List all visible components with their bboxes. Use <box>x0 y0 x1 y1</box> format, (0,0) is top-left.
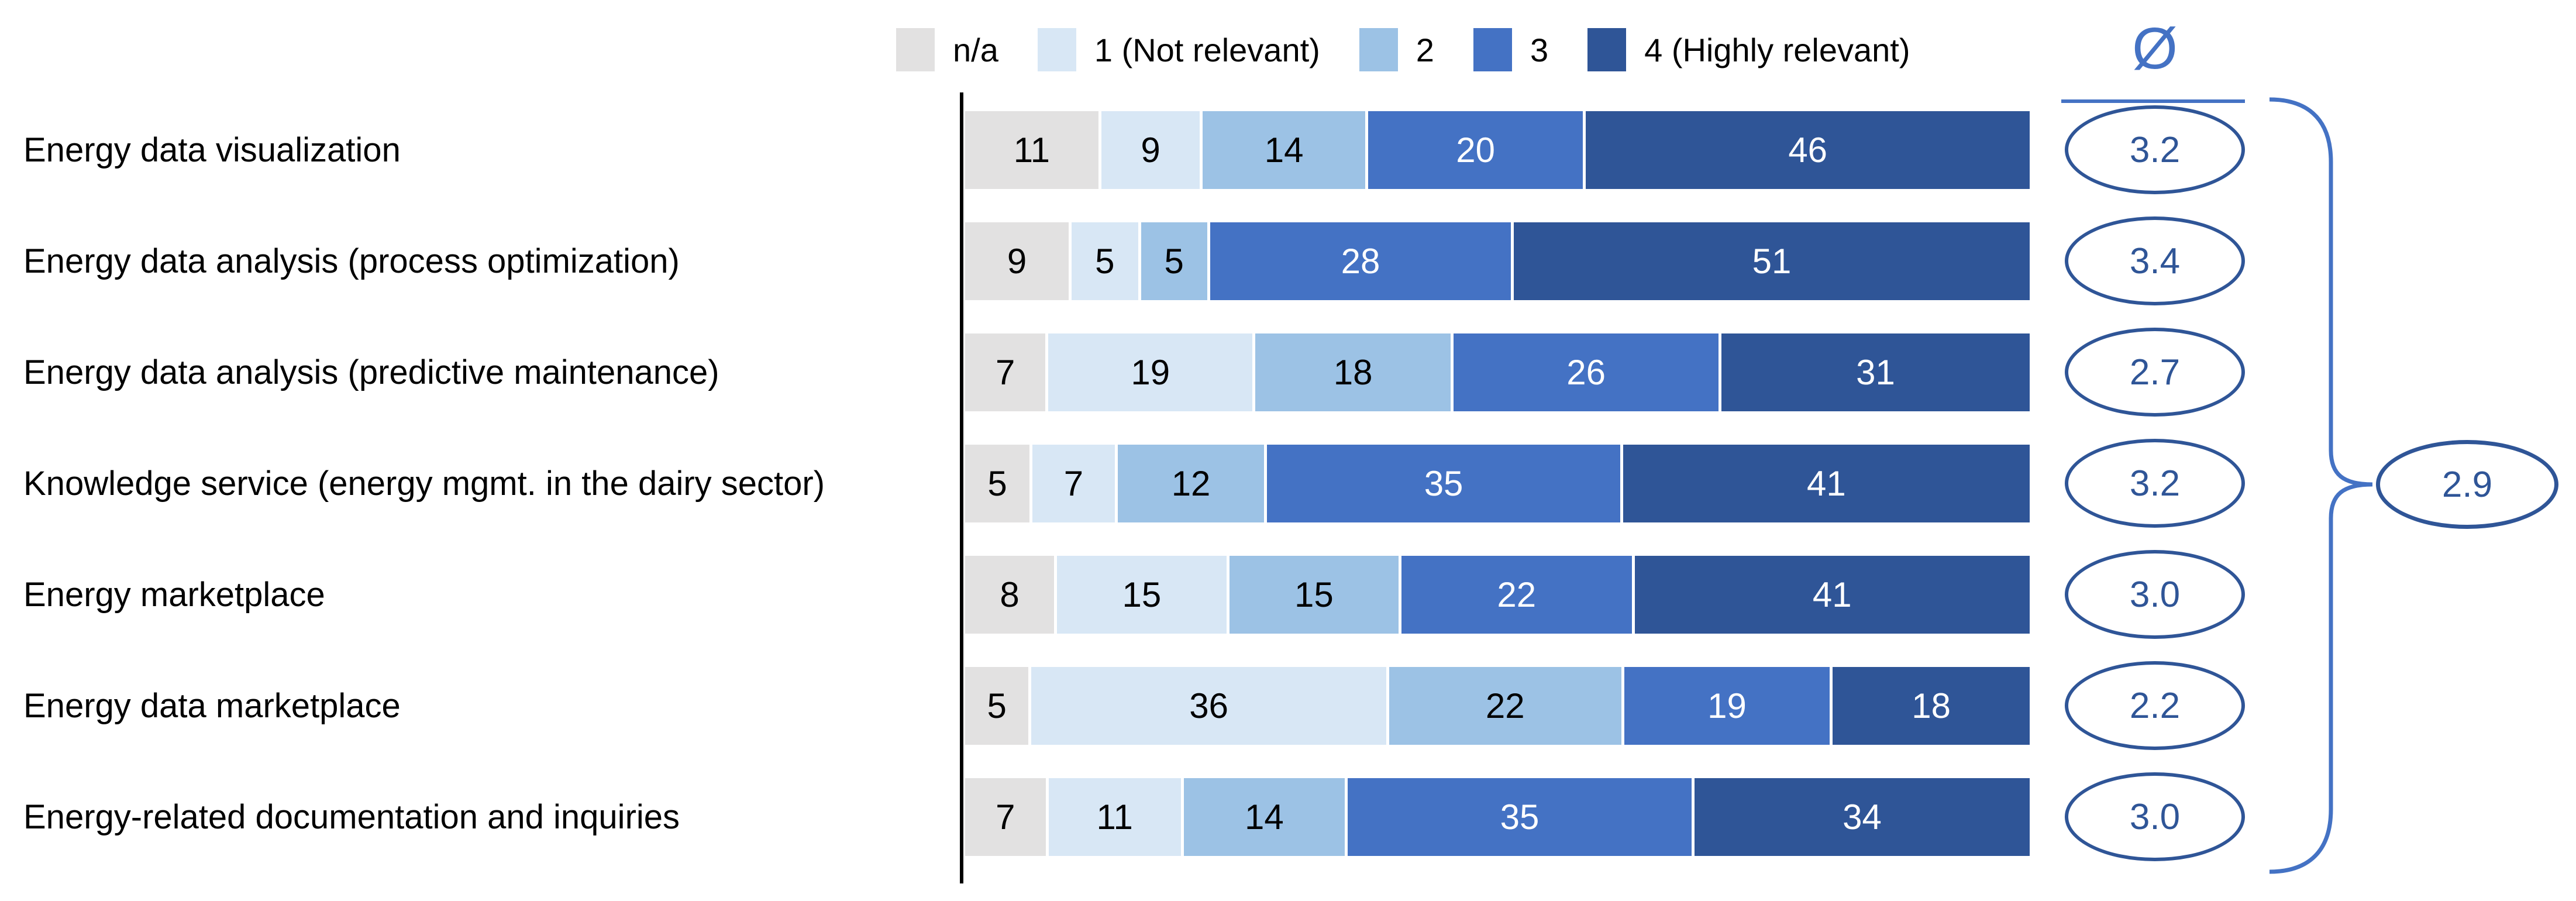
bar-segment: 41 <box>1634 556 2030 634</box>
legend: n/a 1 (Not relevant) 2 3 4 (Highly relevant) <box>896 27 1910 73</box>
bar-row: 7 11 14 35 34 <box>965 778 2030 856</box>
legend-item: 3 <box>1473 28 1548 71</box>
bar-segment: 15 <box>1229 556 1399 634</box>
bar-segment: 5 <box>965 667 1029 745</box>
legend-item-label: 1 (Not relevant) <box>1094 31 1320 68</box>
row-label: Energy data marketplace <box>23 687 401 725</box>
bar-segment: 18 <box>1255 333 1451 411</box>
row-label: Energy data visualization <box>23 131 401 169</box>
legend-item-label: 4 (Highly relevant) <box>1644 31 1910 68</box>
bar-segment: 5 <box>1141 222 1207 300</box>
bar-segment: 7 <box>1032 445 1115 522</box>
category-axis-line <box>960 92 963 883</box>
bar-segment: 9 <box>1101 111 1200 189</box>
bar-segment: 35 <box>1347 778 1692 856</box>
bar-segment: 19 <box>1624 667 1830 745</box>
legend-item: 4 (Highly relevant) <box>1587 28 1910 71</box>
brace-bracket <box>2269 97 2373 874</box>
bar-segment: 20 <box>1368 111 1583 189</box>
bar-row: 8 15 15 22 41 <box>965 556 2030 634</box>
row-average-oval: 3.0 <box>2065 550 2245 639</box>
bar-segment: 22 <box>1401 556 1632 634</box>
bar-segment: 26 <box>1454 333 1719 411</box>
legend-item: 1 (Not relevant) <box>1037 28 1320 71</box>
bar-segment: 41 <box>1623 445 2030 522</box>
bar-segment: 14 <box>1183 778 1345 856</box>
average-symbol: Ø <box>2132 16 2178 81</box>
bar-segment: 18 <box>1833 667 2030 745</box>
bar-segment: 34 <box>1694 778 2030 856</box>
row-average-oval: 2.2 <box>2065 661 2245 750</box>
legend-item-label: n/a <box>953 31 998 68</box>
bar-segment: 31 <box>1721 333 2030 411</box>
legend-swatch <box>1587 28 1627 71</box>
bar-segment: 11 <box>965 111 1098 189</box>
bar-row: 7 19 18 26 31 <box>965 333 2030 411</box>
legend-swatch <box>1037 28 1076 71</box>
bar-segment: 11 <box>1048 778 1181 856</box>
row-label: Energy marketplace <box>23 576 325 614</box>
row-average-oval: 3.0 <box>2065 772 2245 861</box>
row-average-oval: 3.2 <box>2065 439 2245 528</box>
legend-item: n/a <box>896 28 998 71</box>
legend-swatch <box>1473 28 1512 71</box>
legend-swatch <box>1359 28 1398 71</box>
row-average-oval: 2.7 <box>2065 328 2245 417</box>
bar-segment: 35 <box>1267 445 1620 522</box>
bar-segment: 19 <box>1048 333 1253 411</box>
bar-segment: 8 <box>965 556 1055 634</box>
bar-segment: 22 <box>1389 667 1621 745</box>
bar-segment: 9 <box>965 222 1069 300</box>
legend-item: 2 <box>1359 28 1434 71</box>
legend-item-label: 2 <box>1416 31 1434 68</box>
row-average-oval: 3.2 <box>2065 105 2245 194</box>
bar-segment: 28 <box>1210 222 1511 300</box>
legend-item-label: 3 <box>1530 31 1549 68</box>
row-label: Energy data analysis (process optimizati… <box>23 242 680 280</box>
row-label: Knowledge service (energy mgmt. in the d… <box>23 465 825 503</box>
row-label: Energy data analysis (predictive mainten… <box>23 353 719 391</box>
bar-segment: 51 <box>1514 222 2030 300</box>
legend-swatch <box>896 28 935 71</box>
row-average-oval: 3.4 <box>2065 216 2245 305</box>
bar-segment: 15 <box>1057 556 1227 634</box>
bar-row: 5 7 12 35 41 <box>965 445 2030 522</box>
row-label: Energy-related documentation and inquiri… <box>23 798 680 836</box>
average-header-underline <box>2061 99 2245 103</box>
bar-segment: 46 <box>1586 111 2030 189</box>
bar-segment: 7 <box>965 778 1046 856</box>
bar-row: 9 5 5 28 51 <box>965 222 2030 300</box>
bar-segment: 14 <box>1203 111 1365 189</box>
bar-row: 5 36 22 19 18 <box>965 667 2030 745</box>
bar-row: 11 9 14 20 46 <box>965 111 2030 189</box>
bar-segment: 36 <box>1031 667 1386 745</box>
bar-segment: 5 <box>965 445 1030 522</box>
bar-segment: 7 <box>965 333 1046 411</box>
bar-segment: 12 <box>1117 445 1265 522</box>
bar-segment: 5 <box>1072 222 1138 300</box>
overall-average-oval: 2.9 <box>2376 440 2558 529</box>
